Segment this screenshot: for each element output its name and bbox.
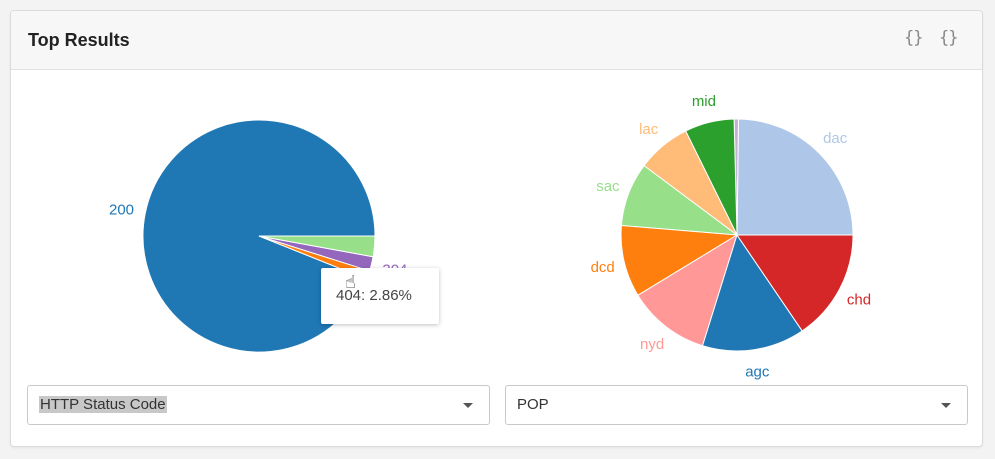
pie-label-nyd: nyd bbox=[640, 336, 664, 353]
panel-header: Top Results {} {} bbox=[11, 11, 982, 70]
http-status-code-select[interactable]: HTTP Status Code bbox=[27, 385, 490, 425]
hand-pointer-icon: ☝ bbox=[345, 272, 356, 292]
pie-slice-dac[interactable] bbox=[736, 118, 854, 236]
pie-charts: 200304dacmidlacsacdcdnydagcchd bbox=[109, 93, 871, 381]
pie-slice-agc[interactable] bbox=[701, 233, 803, 352]
pie-slice-404[interactable] bbox=[258, 235, 376, 258]
pop-select[interactable]: POP bbox=[505, 385, 968, 425]
top-results-panel: Top Results {} {} 200304dacmidlacsacdcdn… bbox=[10, 10, 983, 447]
pie-slice-dcd[interactable] bbox=[620, 225, 739, 296]
pie-slice-nyd[interactable] bbox=[637, 233, 738, 347]
panel-title: Top Results bbox=[28, 30, 130, 50]
pie-label-chd: chd bbox=[847, 292, 871, 309]
pie-label-lac: lac bbox=[639, 121, 659, 138]
tooltip-text: 404: 2.86% bbox=[336, 287, 412, 304]
pie-label-sac: sac bbox=[596, 178, 620, 195]
pie-label-agc: agc bbox=[745, 364, 770, 381]
caret-down-icon bbox=[941, 403, 951, 408]
pie-label-200: 200 bbox=[109, 202, 134, 219]
pie-slice-chd[interactable] bbox=[736, 234, 854, 332]
pie-label-mid: mid bbox=[692, 93, 716, 110]
braces-icon[interactable]: {} bbox=[904, 28, 924, 48]
pie-label-dac: dac bbox=[823, 130, 848, 147]
select-value: POP bbox=[517, 396, 549, 413]
select-value: HTTP Status Code bbox=[39, 396, 167, 413]
chart-tooltip: 404: 2.86% bbox=[321, 268, 439, 324]
caret-down-icon bbox=[463, 403, 473, 408]
braces-icon[interactable]: {} bbox=[939, 28, 959, 48]
pie-label-dcd: dcd bbox=[591, 259, 615, 276]
